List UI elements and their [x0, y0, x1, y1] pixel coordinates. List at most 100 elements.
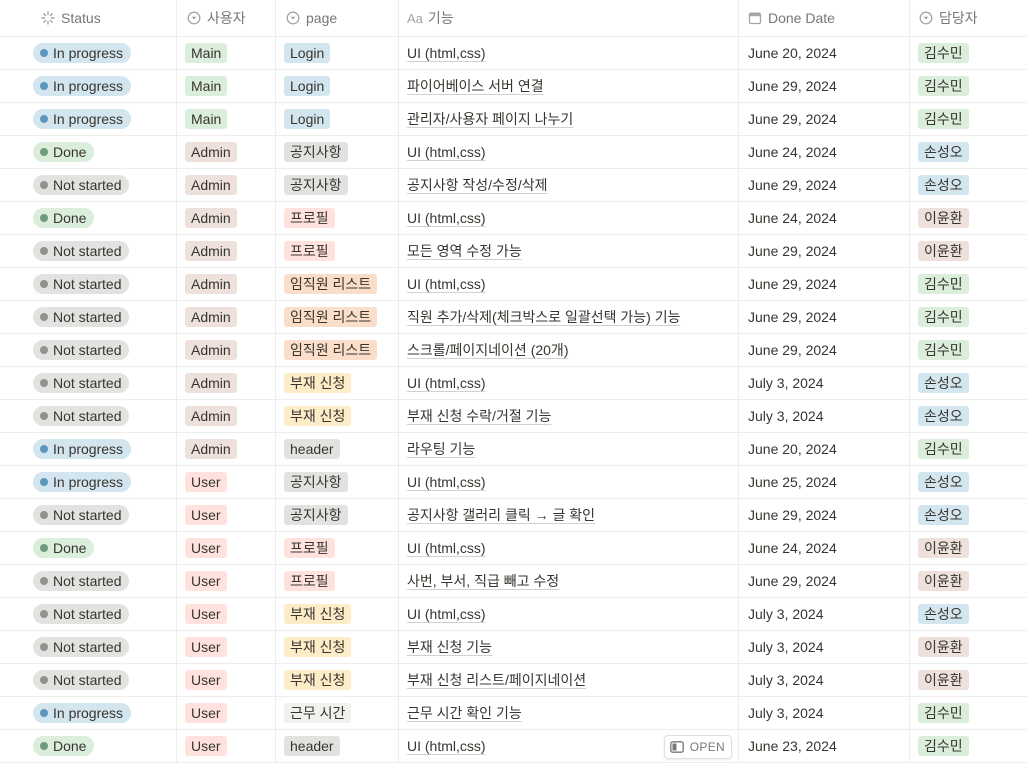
feature-cell[interactable]: 부재 신청 리스트/페이지네이션 [398, 664, 738, 696]
owner-cell[interactable]: 이윤환 [909, 664, 1027, 696]
done-date-cell[interactable]: June 29, 2024 [738, 499, 909, 531]
feature-title-link[interactable]: 부재 신청 리스트/페이지네이션 [407, 672, 587, 688]
table-row[interactable]: In progress Main Login 파이어베이스 서버 연결 June 29,… [0, 70, 1027, 103]
done-date-cell[interactable]: June 23, 2024 [738, 730, 909, 762]
done-date-cell[interactable]: June 24, 2024 [738, 136, 909, 168]
feature-cell[interactable]: 라우팅 기능 [398, 433, 738, 465]
status-cell[interactable]: Done [0, 730, 176, 762]
feature-title-link[interactable]: UI (html,css) [407, 540, 486, 556]
done-date-cell[interactable]: July 3, 2024 [738, 697, 909, 729]
page-cell[interactable]: 공지사항 [275, 169, 398, 201]
feature-cell[interactable]: 부재 신청 수락/거절 기능 [398, 400, 738, 432]
owner-cell[interactable]: 김수민 [909, 70, 1027, 102]
page-cell[interactable]: header [275, 433, 398, 465]
feature-title-link[interactable]: 파이어베이스 서버 연결 [407, 78, 544, 94]
done-date-cell[interactable]: June 29, 2024 [738, 169, 909, 201]
status-cell[interactable]: Not started [0, 367, 176, 399]
table-row[interactable]: Not started Admin 부재 신청 부재 신청 수락/거절 기능 July … [0, 400, 1027, 433]
page-cell[interactable]: 공지사항 [275, 499, 398, 531]
done-date-cell[interactable]: June 20, 2024 [738, 433, 909, 465]
user-cell[interactable]: Admin [176, 301, 275, 333]
done-date-cell[interactable]: June 20, 2024 [738, 37, 909, 69]
user-cell[interactable]: User [176, 697, 275, 729]
feature-cell[interactable]: 모든 영역 수정 가능 [398, 235, 738, 267]
table-row[interactable]: Not started User 부재 신청 UI (html,css) July 3,… [0, 598, 1027, 631]
status-cell[interactable]: In progress [0, 433, 176, 465]
column-header-owner[interactable]: 담당자 [909, 0, 1027, 36]
owner-cell[interactable]: 이윤환 [909, 631, 1027, 663]
feature-title-link[interactable]: UI (html,css) [407, 738, 486, 754]
status-cell[interactable]: Not started [0, 334, 176, 366]
owner-cell[interactable]: 이윤환 [909, 565, 1027, 597]
owner-cell[interactable]: 이윤환 [909, 532, 1027, 564]
status-cell[interactable]: Not started [0, 301, 176, 333]
feature-cell[interactable]: 직원 추가/삭제(체크박스로 일괄선택 가능) 기능 [398, 301, 738, 333]
owner-cell[interactable]: 손성오 [909, 466, 1027, 498]
column-header-page[interactable]: page [275, 0, 398, 36]
user-cell[interactable]: User [176, 664, 275, 696]
table-row[interactable]: Not started User 프로필 사번, 부서, 직급 빼고 수정 June 2… [0, 565, 1027, 598]
page-cell[interactable]: Login [275, 37, 398, 69]
feature-title-link[interactable]: 공지사항 작성/수정/삭제 [407, 177, 548, 193]
user-cell[interactable]: Admin [176, 268, 275, 300]
owner-cell[interactable]: 손성오 [909, 400, 1027, 432]
owner-cell[interactable]: 김수민 [909, 334, 1027, 366]
user-cell[interactable]: Admin [176, 235, 275, 267]
table-row[interactable]: Done User 프로필 UI (html,css) June 24, 2024 이윤환 [0, 532, 1027, 565]
user-cell[interactable]: Admin [176, 433, 275, 465]
status-cell[interactable]: Not started [0, 565, 176, 597]
user-cell[interactable]: Main [176, 70, 275, 102]
feature-title-link[interactable]: 라우팅 기능 [407, 441, 476, 457]
status-cell[interactable]: Not started [0, 631, 176, 663]
owner-cell[interactable]: 김수민 [909, 730, 1027, 762]
feature-title-link[interactable]: 스크롤/페이지네이션 (20개) [407, 342, 569, 358]
done-date-cell[interactable]: July 3, 2024 [738, 400, 909, 432]
user-cell[interactable]: Admin [176, 169, 275, 201]
done-date-cell[interactable]: June 29, 2024 [738, 301, 909, 333]
feature-cell[interactable]: 사번, 부서, 직급 빼고 수정 [398, 565, 738, 597]
owner-cell[interactable]: 이윤환 [909, 202, 1027, 234]
page-cell[interactable]: 부재 신청 [275, 631, 398, 663]
page-cell[interactable]: 공지사항 [275, 136, 398, 168]
feature-cell[interactable]: 관리자/사용자 페이지 나누기 [398, 103, 738, 135]
feature-cell[interactable]: UI (html,css) OPEN [398, 730, 738, 762]
table-row[interactable]: Not started Admin 임직원 리스트 UI (html,css) June… [0, 268, 1027, 301]
status-cell[interactable]: In progress [0, 103, 176, 135]
feature-cell[interactable]: UI (html,css) [398, 268, 738, 300]
feature-title-link[interactable]: 모든 영역 수정 가능 [407, 243, 522, 259]
page-cell[interactable]: Login [275, 103, 398, 135]
owner-cell[interactable]: 손성오 [909, 136, 1027, 168]
done-date-cell[interactable]: June 24, 2024 [738, 202, 909, 234]
feature-cell[interactable]: 스크롤/페이지네이션 (20개) [398, 334, 738, 366]
user-cell[interactable]: Admin [176, 136, 275, 168]
feature-title-link[interactable]: 직원 추가/삭제(체크박스로 일괄선택 가능) 기능 [407, 309, 681, 325]
status-cell[interactable]: Done [0, 202, 176, 234]
feature-title-link[interactable]: 사번, 부서, 직급 빼고 수정 [407, 573, 560, 589]
page-cell[interactable]: 부재 신청 [275, 664, 398, 696]
page-cell[interactable]: header [275, 730, 398, 762]
owner-cell[interactable]: 손성오 [909, 367, 1027, 399]
user-cell[interactable]: User [176, 466, 275, 498]
feature-title-link[interactable]: UI (html,css) [407, 45, 486, 61]
owner-cell[interactable]: 김수민 [909, 697, 1027, 729]
user-cell[interactable]: User [176, 598, 275, 630]
feature-cell[interactable]: 부재 신청 기능 [398, 631, 738, 663]
page-cell[interactable]: 근무 시간 [275, 697, 398, 729]
feature-title-link[interactable]: UI (html,css) [407, 375, 486, 391]
done-date-cell[interactable]: July 3, 2024 [738, 367, 909, 399]
table-row[interactable]: Not started Admin 공지사항 공지사항 작성/수정/삭제 June 29… [0, 169, 1027, 202]
user-cell[interactable]: Main [176, 103, 275, 135]
done-date-cell[interactable]: July 3, 2024 [738, 598, 909, 630]
table-row[interactable]: In progress Main Login UI (html,css) June 20… [0, 37, 1027, 70]
feature-cell[interactable]: UI (html,css) [398, 466, 738, 498]
done-date-cell[interactable]: June 29, 2024 [738, 235, 909, 267]
feature-title-link[interactable]: UI (html,css) [407, 606, 486, 622]
done-date-cell[interactable]: June 29, 2024 [738, 268, 909, 300]
feature-title-link[interactable]: UI (html,css) [407, 144, 486, 160]
feature-cell[interactable]: 공지사항 갤러리 클릭 → 글 확인 [398, 499, 738, 531]
owner-cell[interactable]: 김수민 [909, 103, 1027, 135]
table-row[interactable]: Not started User 부재 신청 부재 신청 기능 July 3, 2024… [0, 631, 1027, 664]
user-cell[interactable]: User [176, 565, 275, 597]
status-cell[interactable]: Not started [0, 169, 176, 201]
open-page-button[interactable]: OPEN [663, 735, 732, 759]
